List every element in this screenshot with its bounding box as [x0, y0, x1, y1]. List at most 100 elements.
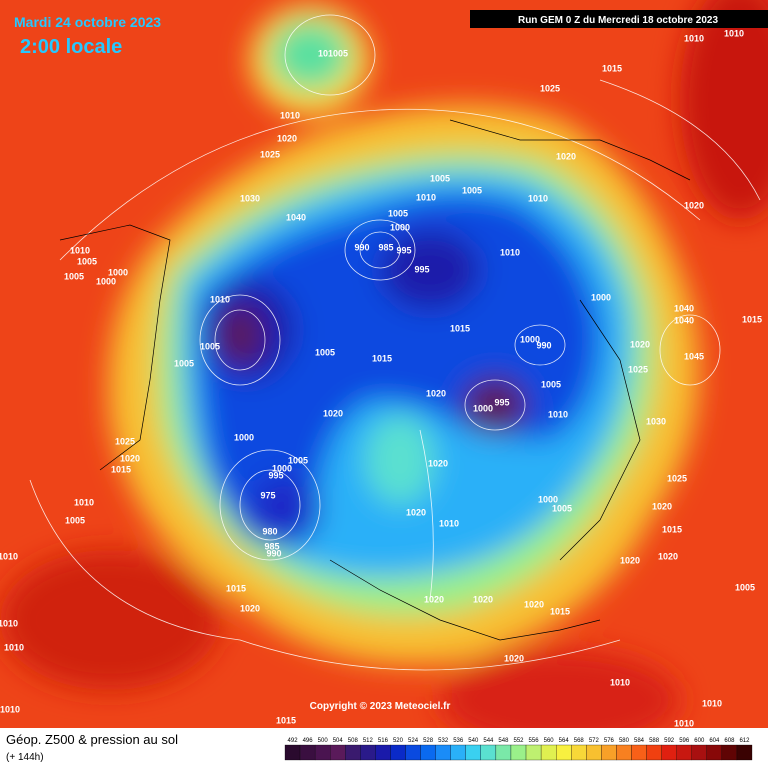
isobar-label: 1000 [538, 494, 558, 504]
legend-label: 540 [468, 738, 479, 744]
isobar-label: 1020 [504, 653, 524, 663]
isobar-label: 1010 [610, 677, 630, 687]
legend-swatch [706, 744, 723, 761]
legend-swatch [525, 744, 542, 761]
isobar-label: 1005 [77, 256, 97, 266]
isobar-label: 1015 [226, 583, 246, 593]
date-label: Mardi 24 octobre 2023 [14, 14, 161, 30]
legend-swatch [390, 744, 406, 761]
isobar-label: 1010 [70, 245, 90, 255]
isobar-label: 1020 [630, 339, 650, 349]
isobar-label: 1025 [540, 83, 560, 93]
isobar-label: 1040 [674, 315, 694, 325]
isobar-label: 1015 [111, 464, 131, 474]
legend-swatch [556, 744, 572, 761]
legend-label: 608 [724, 738, 735, 744]
legend-label: 492 [288, 738, 299, 744]
isobars [29, 14, 761, 671]
legend-swatch [405, 744, 421, 761]
isobar-label: 1010 [528, 193, 548, 203]
isobar-label: 1010 [684, 33, 704, 43]
color-legend: 492 496 500 504 508 512 516 520 524 528 532 536 540 5… [284, 738, 753, 761]
run-label: Run GEM 0 Z du Mercredi 18 octobre 2023 [518, 15, 718, 26]
isobar-label: 1010 [0, 551, 18, 561]
isobar-label: 980 [262, 526, 277, 536]
isobar-label: 990 [266, 548, 281, 558]
isobar-label: 1005 [388, 208, 408, 218]
isobar-label: 1010 [74, 497, 94, 507]
legend-swatch [510, 744, 527, 761]
legend-swatch [601, 744, 617, 761]
isobar-label: 1005 [200, 341, 220, 351]
legend-label: 568 [574, 738, 585, 744]
geopotential-field [0, 0, 768, 750]
legend-label: 564 [559, 738, 570, 744]
isobar-label: 101005 [318, 48, 348, 58]
copyright: Copyright © 2023 Meteociel.fr [310, 701, 451, 712]
legend-swatch [631, 744, 647, 761]
legend-label: 596 [679, 738, 690, 744]
isobar-label: 1015 [276, 715, 296, 725]
isobar-label: 1010 [439, 518, 459, 528]
legend-swatch [465, 744, 481, 761]
isobar-label: 1005 [462, 185, 482, 195]
isobar-label: 1020 [620, 555, 640, 565]
legend-label: 556 [529, 738, 540, 744]
legend-label: 520 [393, 738, 404, 744]
legend-label: 532 [438, 738, 449, 744]
isobar-label: 1020 [684, 200, 704, 210]
isobar-label: 1000 [272, 463, 292, 473]
isobar-label: 1025 [260, 149, 280, 159]
isobar-label: 995 [494, 397, 509, 407]
isobar-label: 990 [536, 340, 551, 350]
legend-swatch [661, 744, 677, 761]
isobar-label: 985 [378, 242, 393, 252]
isobar-label: 1025 [628, 364, 648, 374]
legend-swatch [314, 744, 331, 761]
legend-label: 612 [739, 738, 750, 744]
isobar-label: 1010 [702, 698, 722, 708]
legend-label: 516 [378, 738, 389, 744]
isobar-label: 1020 [277, 133, 297, 143]
legend-swatch [450, 744, 466, 761]
isobar-label: 1045 [684, 351, 704, 361]
legend-swatch [420, 744, 436, 761]
legend-swatch [299, 744, 316, 761]
legend-label: 576 [604, 738, 615, 744]
legend-swatch [691, 744, 707, 761]
isobar-labels: 1010051010102010251030104010051005101010… [0, 28, 762, 728]
isobar-label: 1000 [591, 292, 611, 302]
isobar-label: 990 [354, 242, 369, 252]
legend-label: 584 [634, 738, 645, 744]
isobar-label: 1020 [406, 507, 426, 517]
isobar-label: 1020 [424, 594, 444, 604]
legend-swatch [345, 744, 361, 761]
isobar-label: 1020 [524, 599, 544, 609]
isobar-label: 1005 [288, 455, 308, 465]
legend-swatch [616, 744, 632, 761]
isobar-label: 1015 [662, 524, 682, 534]
isobar-label: 1020 [426, 388, 446, 398]
legend-swatch [736, 744, 753, 761]
isobar-label: 1015 [372, 353, 392, 363]
legend-label: 588 [649, 738, 660, 744]
isobar-label: 1030 [646, 416, 666, 426]
legend-label: 560 [544, 738, 555, 744]
legend-swatch [721, 744, 738, 761]
isobar-label: 1020 [473, 594, 493, 604]
legend-label: 580 [619, 738, 630, 744]
footer-lead: (+ 144h) [6, 752, 44, 763]
legend-label: 552 [513, 738, 524, 744]
isobar-label: 1010 [724, 28, 744, 38]
isobar-label: 1010 [548, 409, 568, 419]
isobar-label: 1010 [674, 718, 694, 728]
legend-label: 536 [453, 738, 464, 744]
footer-title: Géop. Z500 & pression au sol [6, 732, 178, 747]
isobar-label: 1010 [0, 618, 18, 628]
isobar-label: 1005 [430, 173, 450, 183]
isobar-label: 995 [268, 470, 283, 480]
legend-label: 592 [664, 738, 675, 744]
isobar-label: 1025 [667, 473, 687, 483]
legend-label: 500 [318, 738, 329, 744]
